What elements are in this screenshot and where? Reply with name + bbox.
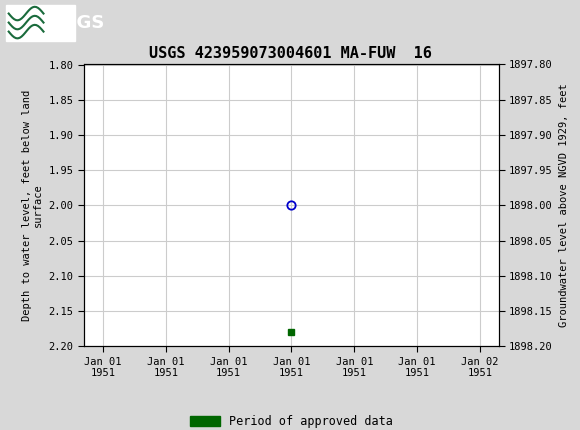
Y-axis label: Depth to water level, feet below land
surface: Depth to water level, feet below land su… xyxy=(21,90,43,321)
Text: USGS: USGS xyxy=(49,14,104,31)
Y-axis label: Groundwater level above NGVD 1929, feet: Groundwater level above NGVD 1929, feet xyxy=(559,83,568,327)
Text: USGS 423959073004601 MA-FUW  16: USGS 423959073004601 MA-FUW 16 xyxy=(148,46,432,61)
FancyBboxPatch shape xyxy=(6,4,75,41)
Legend: Period of approved data: Period of approved data xyxy=(186,411,397,430)
